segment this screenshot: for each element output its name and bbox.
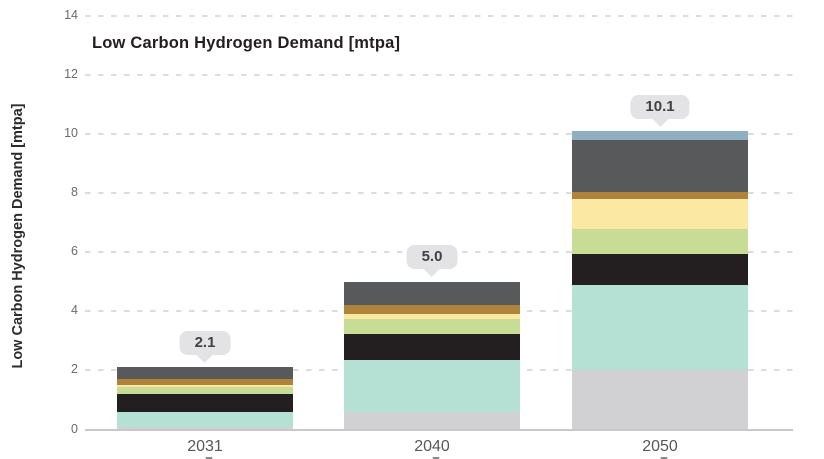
bar-segment-ochre [117,379,293,386]
y-tick-label: 2 [71,362,78,377]
bar-segment-green [344,318,520,334]
bar-segment-black [117,394,293,412]
callout-tail [195,353,214,363]
chart-title: Low Carbon Hydrogen Demand [mtpa] [92,34,401,52]
bar-segment-dark-gray [344,281,520,306]
bar-segment-ochre [344,305,520,315]
gridline [85,74,793,77]
bar-segment-yellow [572,199,748,229]
x-tick-label: 2050 [642,438,678,455]
gridline [85,133,793,136]
bar-segment-black [344,333,520,361]
x-axis-line [85,428,793,431]
y-tick-label: 10 [64,126,78,141]
gridline [85,192,793,195]
y-tick-label: 8 [71,185,78,200]
x-tick-label: 2040 [414,438,450,455]
value-callout: 5.0 [406,245,458,278]
bar-segment-light-gray [344,411,520,430]
bar-segment-green [572,228,748,254]
callout-tail [650,117,669,127]
y-tick-label: 0 [71,421,78,436]
bar-segment-dark-gray [117,367,293,380]
bar-segment-teal [117,411,293,427]
y-tick-label: 4 [71,303,78,318]
x-tick-label: 2031 [187,438,223,455]
bar-segment-light-gray [117,426,293,430]
gridline [85,15,793,18]
bar-segment-dark-gray [572,140,748,192]
bar-segment-black [572,253,748,285]
bar-segment-yellow [117,385,293,387]
x-label-submark [205,456,213,459]
bar-segment-teal [572,284,748,371]
y-tick-label: 6 [71,244,78,259]
bar-segment-yellow [344,314,520,319]
x-label-submark [432,456,440,459]
bar-segment-ochre [572,191,748,200]
value-callout: 2.1 [179,330,231,363]
bar-segment-green [117,386,293,395]
bar-segment-teal [344,360,520,412]
x-label-submark [660,456,668,459]
y-axis-label: Low Carbon Hydrogen Demand [mtpa] [10,103,26,369]
y-tick-label: 14 [64,8,78,23]
bar-segment-light-gray [572,370,748,430]
y-tick-label: 12 [64,67,78,82]
value-callout: 10.1 [630,94,690,127]
bar-segment-blue-gray [572,131,748,141]
callout-tail [422,268,441,278]
